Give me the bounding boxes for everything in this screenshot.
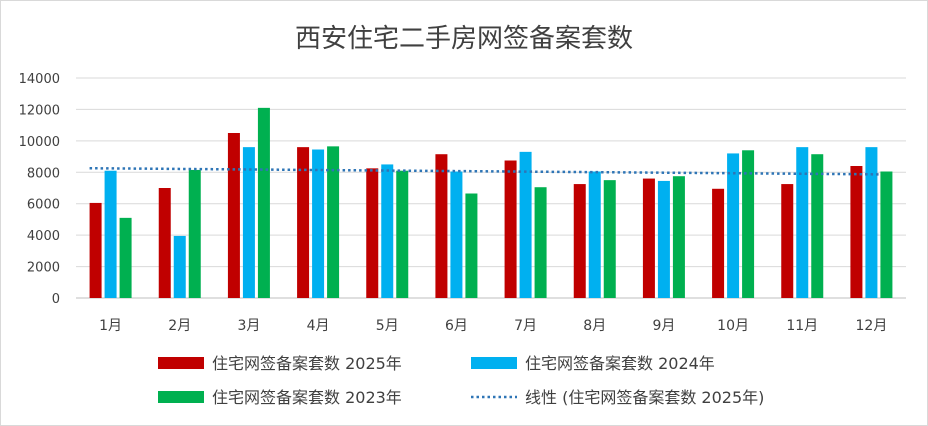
bar: [573, 184, 586, 298]
trendline: [89, 166, 881, 176]
bar: [534, 187, 547, 298]
bar: [850, 166, 863, 298]
bar: [312, 149, 325, 298]
x-tick-label: 5月: [376, 318, 399, 334]
y-tick-label: 0: [52, 292, 60, 307]
chart-title: 西安住宅二手房网签备案套数: [294, 24, 633, 54]
bar: [450, 171, 463, 298]
bar: [158, 188, 171, 298]
bar: [173, 235, 186, 298]
x-tick-label: 3月: [237, 318, 260, 334]
bar: [504, 160, 517, 298]
bar: [104, 170, 117, 298]
bar: [465, 193, 478, 298]
bar: [227, 133, 240, 298]
x-tick-label: 6月: [445, 318, 468, 334]
trendline-layer: [89, 166, 881, 176]
x-tick-label: 7月: [514, 318, 537, 334]
bar: [396, 170, 409, 298]
x-tick-label: 2月: [168, 318, 191, 334]
bar: [865, 147, 878, 298]
bars: [89, 107, 893, 298]
bar: [327, 146, 340, 298]
bar: [435, 154, 448, 298]
x-axis-tick-labels: 1月 2月 3月 4月 5月 6月 7月 8月 9月 10月 11月 12月: [99, 318, 887, 334]
bar: [796, 147, 809, 298]
bar: [519, 151, 532, 298]
y-tick-label: 2000: [27, 261, 60, 276]
x-tick-label: 10月: [717, 318, 749, 334]
bar: [642, 178, 655, 298]
bar: [742, 150, 755, 298]
legend-label: 线性 (住宅网签备案套数 2025年): [525, 388, 764, 407]
bar: [588, 171, 601, 298]
bar: [781, 184, 794, 298]
bar: [811, 154, 824, 298]
x-tick-label: 8月: [583, 318, 606, 334]
x-tick-label: 12月: [856, 318, 888, 334]
x-tick-label: 9月: [652, 318, 675, 334]
bar: [381, 164, 394, 298]
y-axis-tick-labels: 0 2000 4000 6000 8000 10000 12000 14000: [19, 72, 60, 307]
bar: [880, 171, 893, 298]
bar: [89, 202, 102, 298]
legend-swatch: [158, 391, 204, 403]
x-tick-label: 4月: [307, 318, 330, 334]
y-tick-label: 10000: [19, 135, 60, 150]
legend-swatch: [158, 357, 204, 369]
bar: [257, 107, 270, 298]
x-tick-label: 11月: [786, 318, 818, 334]
bar: [297, 147, 310, 298]
bar: [366, 168, 379, 298]
y-tick-label: 8000: [27, 166, 60, 181]
legend-swatch: [471, 357, 517, 369]
bar: [119, 217, 132, 298]
bar: [242, 147, 255, 298]
y-tick-label: 6000: [27, 198, 60, 213]
legend-label: 住宅网签备案套数 2023年: [212, 388, 402, 407]
y-tick-label: 14000: [19, 72, 60, 87]
y-tick-label: 4000: [27, 229, 60, 244]
x-tick-label: 1月: [99, 318, 122, 334]
bar: [657, 180, 670, 298]
y-tick-label: 12000: [19, 103, 60, 118]
legend-label: 住宅网签备案套数 2024年: [525, 354, 715, 373]
bar: [727, 153, 740, 298]
bar: [712, 188, 725, 298]
bar: [672, 176, 685, 298]
gridlines: [76, 77, 906, 299]
bar: [603, 180, 616, 298]
bar: [188, 169, 201, 298]
legend-label: 住宅网签备案套数 2025年: [212, 354, 402, 373]
